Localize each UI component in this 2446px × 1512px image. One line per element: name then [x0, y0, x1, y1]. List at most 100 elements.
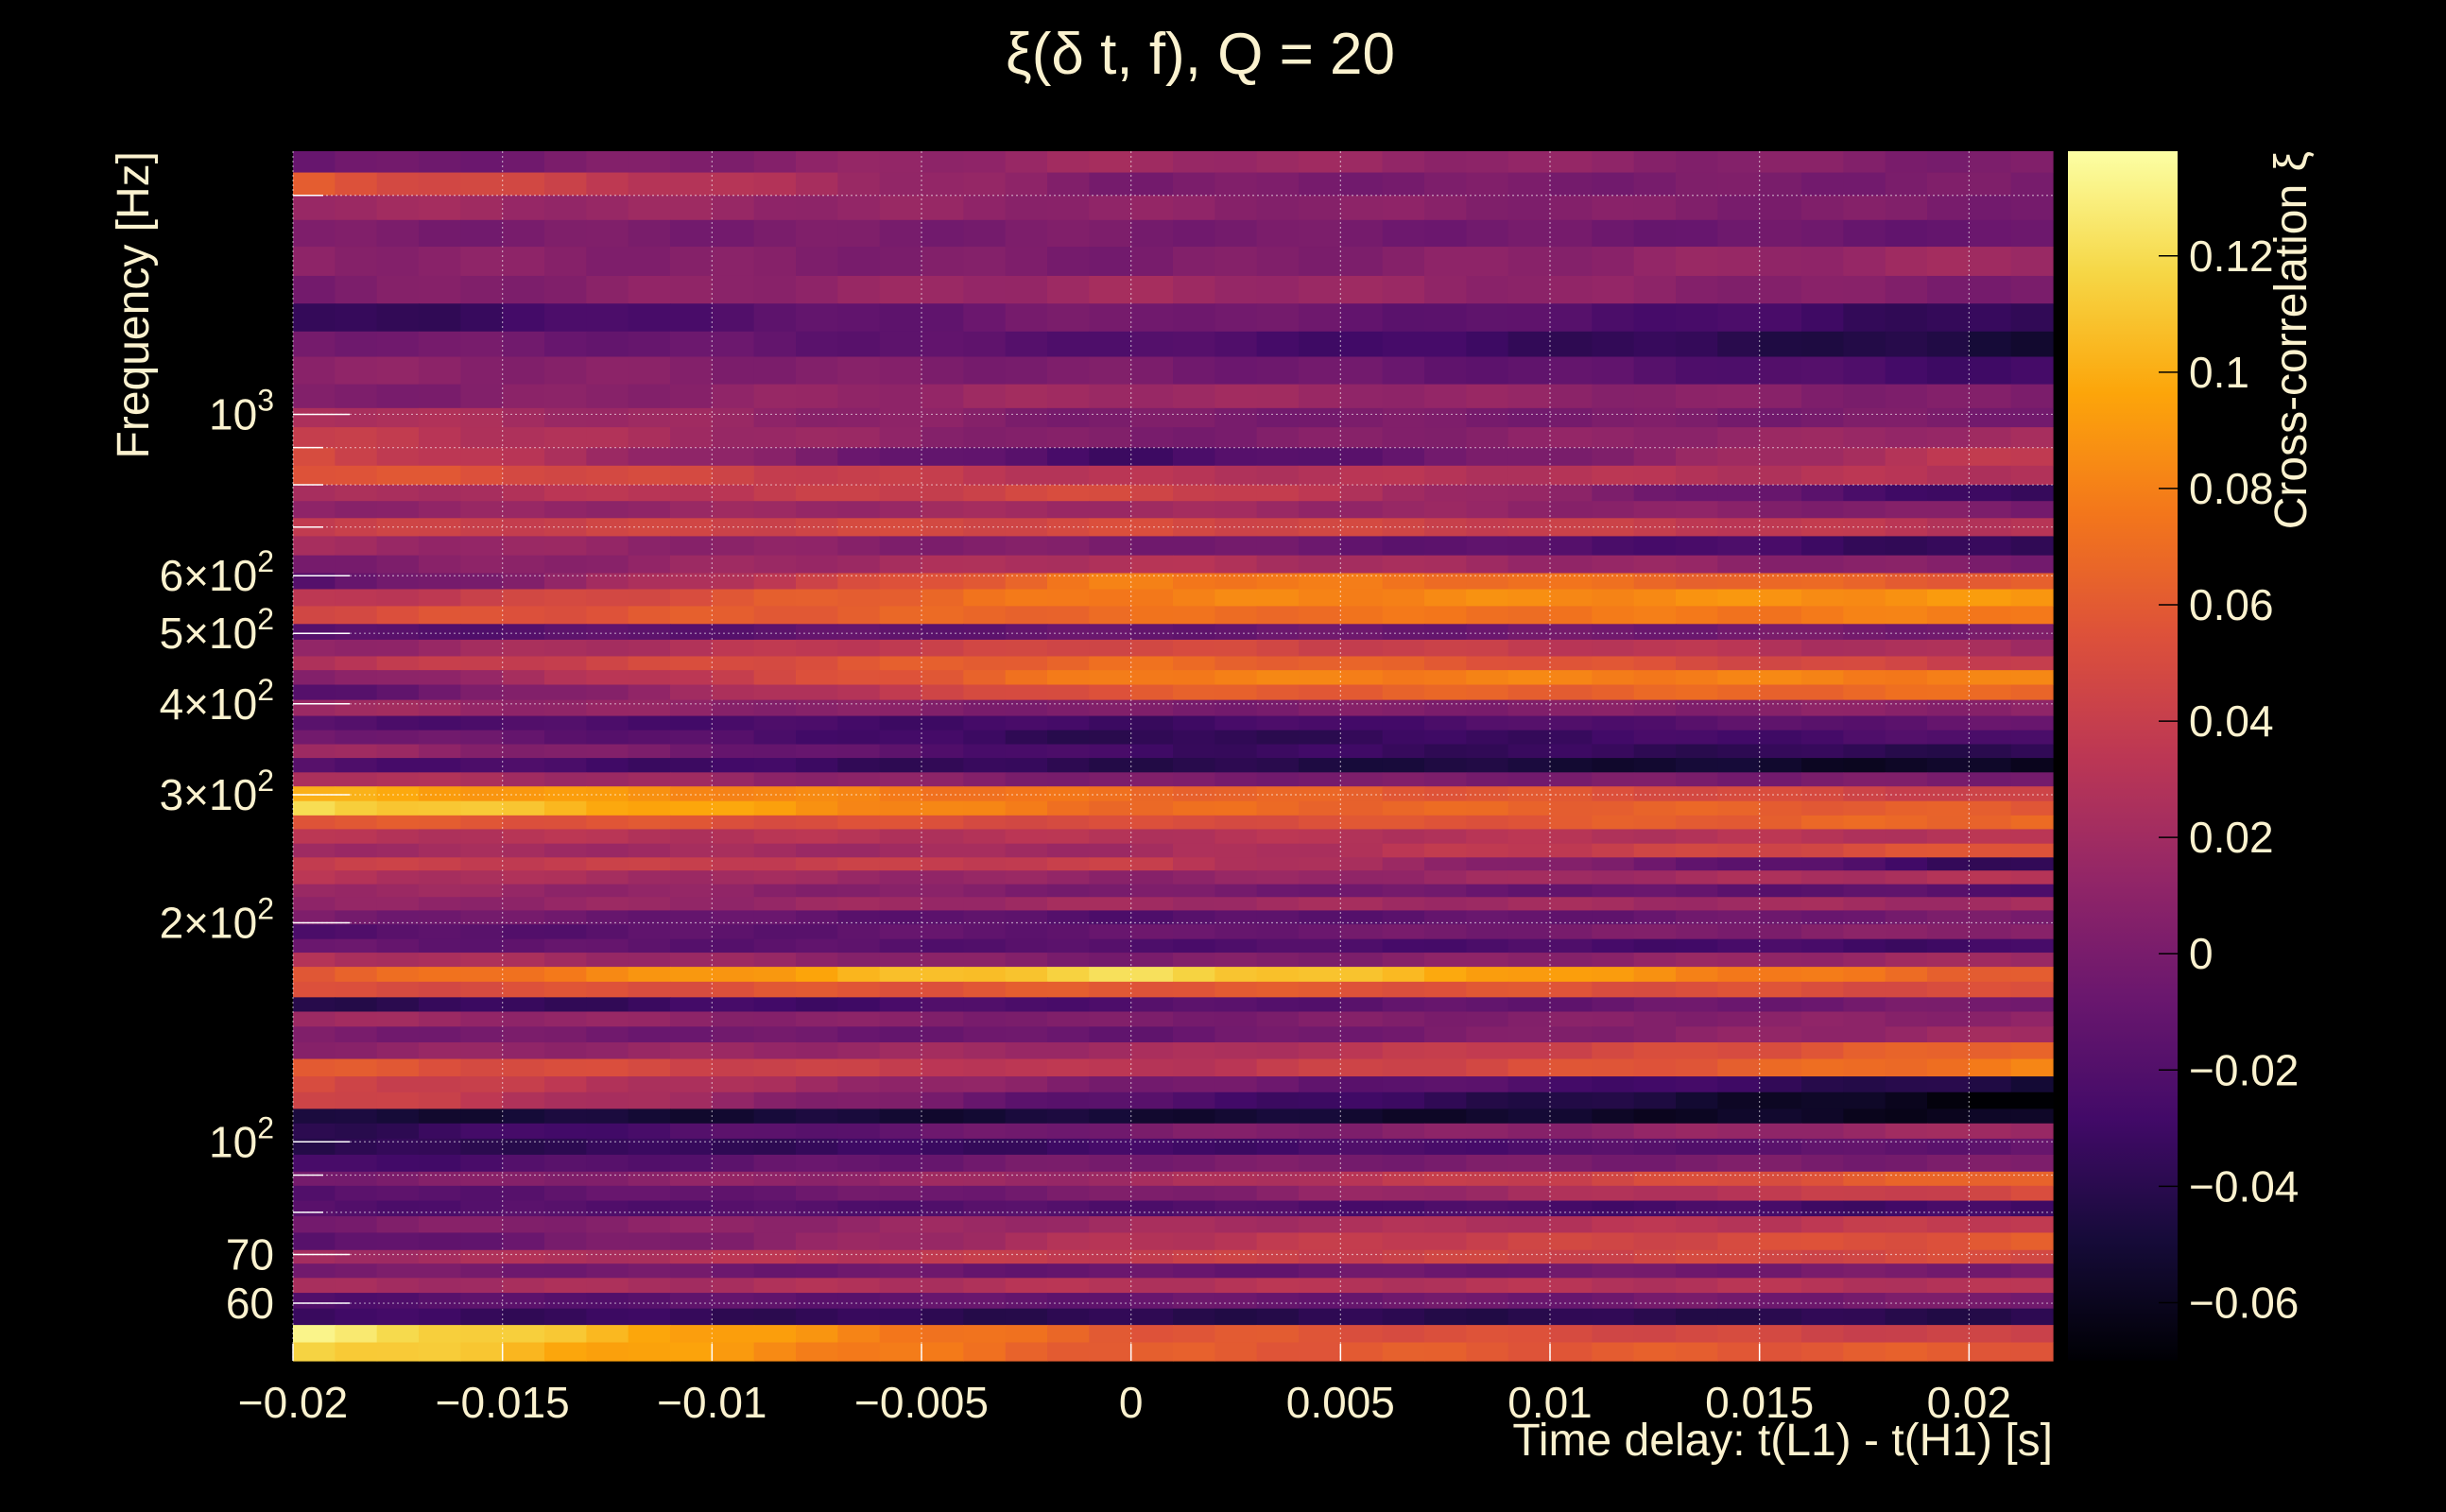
heatmap-cell: [1801, 981, 1844, 998]
heatmap-cell: [963, 786, 1007, 802]
heatmap-cell: [1340, 815, 1384, 831]
heatmap-cell: [796, 772, 838, 787]
heatmap-cell: [293, 981, 336, 998]
heatmap-cell: [1885, 624, 1928, 641]
heatmap-cell: [837, 997, 881, 1013]
heatmap-cell: [1969, 997, 2012, 1013]
heatmap-cell: [1424, 1058, 1467, 1077]
heatmap-cell: [1466, 589, 1509, 607]
heatmap-cell: [502, 1216, 545, 1234]
heatmap-cell: [460, 786, 504, 802]
heatmap-cell: [1843, 606, 1886, 625]
heatmap-cell: [1130, 606, 1174, 625]
heatmap-cell: [293, 829, 336, 845]
heatmap-cell: [1424, 1171, 1467, 1187]
heatmap-cell: [1927, 1076, 1970, 1093]
heatmap-cell: [1843, 1293, 1886, 1310]
heatmap-cell: [922, 485, 964, 502]
heatmap-cell: [586, 829, 629, 845]
heatmap-cell: [1005, 1042, 1048, 1060]
heatmap-cell: [1089, 1011, 1132, 1027]
heatmap-cell: [1130, 953, 1174, 968]
heatmap-cell: [837, 331, 881, 358]
heatmap-cell: [712, 356, 755, 386]
heatmap-cell: [502, 1123, 545, 1140]
heatmap-cell: [460, 1325, 504, 1344]
heatmap-cell: [419, 1200, 461, 1217]
heatmap-cell: [1173, 953, 1215, 968]
heatmap-cell: [1340, 1293, 1384, 1310]
heatmap-cell: [1130, 518, 1174, 537]
heatmap-cell: [1214, 897, 1258, 912]
heatmap-cell: [670, 800, 713, 816]
heatmap-cell: [544, 1185, 587, 1202]
heatmap-cell: [712, 384, 755, 409]
heatmap-cell: [1969, 1058, 2012, 1077]
heatmap-cell: [1130, 1308, 1174, 1326]
heatmap-cell: [837, 670, 881, 686]
heatmap-cell: [1089, 639, 1132, 658]
heatmap-cell: [1424, 639, 1467, 658]
heatmap-cell: [1717, 151, 1761, 174]
heatmap-cell: [1173, 518, 1215, 537]
heatmap-cell: [1969, 1138, 2012, 1156]
heatmap-cell: [1382, 606, 1425, 625]
heatmap-cell: [1214, 758, 1258, 773]
heatmap-cell: [1676, 606, 1718, 625]
heatmap-cell: [1927, 1108, 1970, 1125]
heatmap-cell: [460, 829, 504, 845]
heatmap-cell: [1969, 953, 2012, 968]
heatmap-cell: [796, 910, 838, 925]
heatmap-cell: [1550, 1216, 1593, 1234]
heatmap-cell: [419, 1076, 461, 1093]
heatmap-cell: [460, 744, 504, 759]
heatmap-cell: [1843, 1091, 1886, 1109]
heatmap-cell: [376, 1154, 420, 1173]
heatmap-cell: [1466, 715, 1509, 731]
heatmap-cell: [1717, 1278, 1761, 1294]
heatmap-cell: [1340, 772, 1384, 787]
heatmap-cell: [1843, 1216, 1886, 1234]
heatmap-cell: [1633, 884, 1677, 898]
heatmap-cell: [460, 1263, 504, 1279]
heatmap-cell: [1550, 1293, 1593, 1310]
heatmap-cell: [502, 247, 545, 277]
heatmap-cell: [1173, 981, 1215, 998]
heatmap-cell: [586, 1091, 629, 1109]
heatmap-cell: [460, 1200, 504, 1217]
heatmap-cell: [796, 555, 838, 575]
colorbar-tick-label: 0.04: [2189, 696, 2274, 746]
heatmap-cell: [1550, 870, 1593, 885]
heatmap-cell: [1592, 800, 1635, 816]
heatmap-cell: [1424, 870, 1467, 885]
heatmap-cell: [1340, 555, 1384, 575]
heatmap-cell: [1927, 1091, 1970, 1109]
heatmap-cell: [1173, 758, 1215, 773]
heatmap-cell: [1340, 699, 1384, 717]
heatmap-cell: [922, 1278, 964, 1294]
heatmap-cell: [1969, 1293, 2012, 1310]
heatmap-cell: [1005, 427, 1048, 449]
heatmap-cell: [628, 485, 671, 502]
heatmap-cell: [1676, 800, 1718, 816]
heatmap-cell: [1759, 997, 1802, 1013]
heatmap-cell: [1005, 744, 1048, 759]
heatmap-cell: [1089, 589, 1132, 607]
heatmap-cell: [1507, 829, 1551, 845]
heatmap-cell: [586, 800, 629, 816]
heatmap-cell: [1214, 465, 1258, 486]
heatmap-cell: [1801, 331, 1844, 358]
heatmap-cell: [1801, 303, 1844, 333]
heatmap-cell: [1885, 910, 1928, 925]
heatmap-cell: [1214, 1200, 1258, 1217]
heatmap-cell: [544, 1232, 587, 1251]
heatmap-cell: [1382, 800, 1425, 816]
heatmap-cell: [293, 465, 336, 486]
heatmap-cell: [376, 1138, 420, 1156]
heatmap-cell: [712, 670, 755, 686]
heatmap-cell: [1633, 1011, 1677, 1027]
heatmap-cell: [1089, 1278, 1132, 1294]
heatmap-cell: [1927, 953, 1970, 968]
heatmap-cell: [1507, 815, 1551, 831]
heatmap-cell: [1801, 1325, 1844, 1344]
